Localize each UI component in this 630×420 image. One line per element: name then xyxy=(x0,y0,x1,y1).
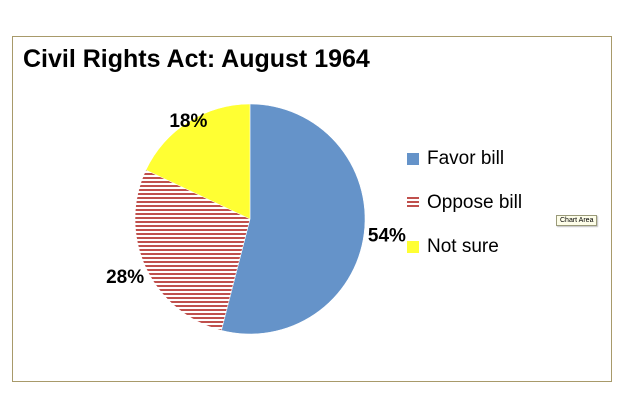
pie-chart: 54% 28% 18% xyxy=(106,103,406,335)
chart-area[interactable]: Civil Rights Act: August 1964 54% 28% 18% … xyxy=(12,36,612,382)
legend-label-favor-bill: Favor bill xyxy=(427,148,505,169)
legend: Favor bill Oppose bill Not sure xyxy=(407,137,522,269)
pie-slice-favor-bill xyxy=(221,103,366,335)
legend-swatch-oppose-bill xyxy=(407,197,419,209)
legend-item-favor-bill: Favor bill xyxy=(407,137,522,181)
chart-title: Civil Rights Act: August 1964 xyxy=(23,45,370,73)
legend-swatch-not-sure xyxy=(407,241,419,253)
slice-label-not-sure: 18% xyxy=(169,111,207,132)
chart-area-tooltip: Chart Area xyxy=(556,215,598,226)
legend-item-not-sure: Not sure xyxy=(407,225,522,269)
legend-label-oppose-bill: Oppose bill xyxy=(427,192,523,213)
pie-slice-oppose-bill xyxy=(134,169,251,331)
slice-label-favor-bill: 54% xyxy=(368,225,406,246)
pie-slice-not-sure xyxy=(145,103,251,220)
legend-swatch-favor-bill xyxy=(407,153,419,165)
slice-label-oppose-bill: 28% xyxy=(106,267,144,288)
legend-label-not-sure: Not sure xyxy=(427,236,499,257)
legend-item-oppose-bill: Oppose bill xyxy=(407,181,522,225)
